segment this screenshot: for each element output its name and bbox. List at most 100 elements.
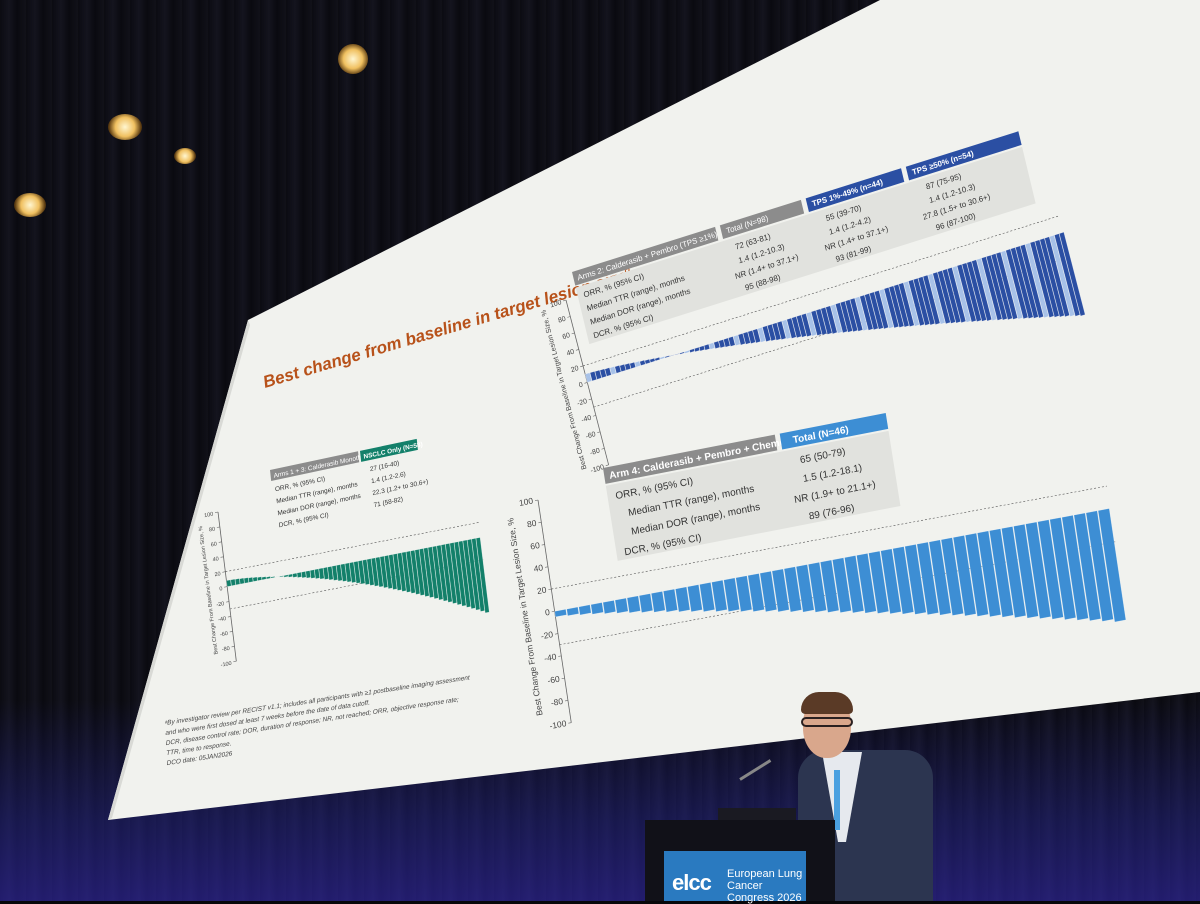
- waterfall-bar: [844, 555, 864, 614]
- waterfall-bar: [664, 355, 670, 358]
- waterfall-bar: [1037, 519, 1064, 620]
- waterfall-bar: [1025, 242, 1049, 318]
- waterfall-bar: [599, 368, 607, 378]
- tr-col-header-bg: [805, 168, 905, 212]
- waterfall-bar: [708, 342, 715, 350]
- y-tick: [554, 633, 559, 635]
- y-tick-label: -60: [585, 431, 596, 441]
- waterfall-bar: [977, 530, 1002, 617]
- waterfall-bar: [728, 336, 736, 347]
- ceiling-spotlight: [174, 148, 196, 164]
- waterfall-bar: [689, 348, 695, 353]
- waterfall-bar: [410, 550, 421, 595]
- y-tick-label: 60: [211, 541, 218, 548]
- reference-line: [225, 522, 479, 572]
- waterfall-bar: [869, 291, 884, 330]
- y-tick: [558, 655, 562, 657]
- waterfall-bar: [288, 573, 293, 578]
- y-tick-label: 20: [570, 365, 579, 374]
- y-tick-label: 100: [204, 511, 214, 519]
- waterfall-bar: [401, 551, 411, 593]
- waterfall-bar: [786, 317, 797, 339]
- waterfall-bar: [392, 553, 402, 591]
- waterfall-bar: [388, 554, 398, 590]
- waterfall-bar: [349, 561, 356, 583]
- waterfall-bar: [471, 538, 485, 612]
- waterfall-bar: [467, 539, 481, 611]
- y-tick-label: 100: [518, 495, 534, 508]
- y-tick-label: -60: [547, 674, 561, 686]
- ceiling-spotlight: [108, 114, 142, 140]
- waterfall-bar: [796, 314, 807, 338]
- waterfall-bar: [928, 539, 952, 616]
- y-tick: [538, 521, 542, 524]
- y-tick-label: -20: [540, 629, 554, 641]
- waterfall-bar: [270, 576, 275, 579]
- waterfall-bar: [771, 568, 790, 612]
- waterfall-bar: [815, 308, 827, 336]
- waterfall-bar: [578, 604, 592, 616]
- waterfall-bar: [776, 321, 787, 340]
- waterfall-bar: [1054, 233, 1081, 317]
- waterfall-bar: [1085, 510, 1114, 622]
- y-tick: [584, 382, 588, 384]
- waterfall-bar: [747, 330, 756, 344]
- waterfall-bar: [762, 325, 771, 342]
- waterfall-bar: [248, 577, 254, 583]
- waterfall-bar: [796, 564, 815, 613]
- y-tick-label: 20: [536, 584, 547, 596]
- br-col-header-bg: [779, 413, 889, 450]
- reference-line: [229, 559, 484, 610]
- waterfall-bar: [733, 334, 741, 346]
- waterfall-bar: [1020, 244, 1044, 319]
- y-tick-label: 0: [544, 607, 550, 618]
- podium-logo: elcc: [672, 870, 712, 895]
- waterfall-bar: [427, 546, 439, 599]
- waterfall-bar: [1061, 515, 1089, 621]
- waterfall-bar: [976, 258, 997, 321]
- left-row-value: 27 (16-40): [370, 460, 400, 473]
- waterfall-bar: [604, 367, 612, 377]
- waterfall-bar: [614, 365, 622, 374]
- waterfall-bar: [414, 549, 425, 596]
- footnotes: ᵃBy investigator review per RECIST v1.1;…: [165, 674, 471, 767]
- left-panel-col-header-bg: [359, 438, 418, 462]
- waterfall-bar: [1059, 232, 1086, 317]
- y-tick: [592, 415, 596, 417]
- waterfall-bar: [981, 256, 1003, 321]
- y-tick: [220, 556, 224, 558]
- y-tick-label: -20: [577, 398, 588, 408]
- waterfall-bar: [1025, 521, 1052, 619]
- waterfall-bar: [845, 299, 858, 332]
- waterfall-bar: [820, 307, 833, 335]
- waterfall-bar: [266, 576, 271, 580]
- waterfall-bar: [723, 337, 731, 348]
- y-tick: [224, 586, 228, 588]
- waterfall-bar: [699, 582, 715, 612]
- tr-col-header-bg: [719, 199, 805, 240]
- waterfall-bar: [956, 264, 977, 323]
- waterfall-bar: [318, 567, 325, 580]
- waterfall-bar: [742, 331, 751, 345]
- waterfall-bar: [811, 310, 822, 336]
- speaker-lanyard: [834, 770, 840, 830]
- waterfall-bar: [772, 322, 781, 341]
- y-tick-label: -80: [222, 646, 231, 653]
- podium-text: European Lung Cancer Congress 2026: [727, 868, 807, 904]
- y-tick-label: 60: [530, 540, 541, 552]
- y-tick-label: 80: [209, 526, 216, 533]
- waterfall-bar: [854, 296, 868, 331]
- waterfall-bar: [918, 276, 935, 326]
- left-panel-header-bg: [270, 451, 360, 481]
- waterfall-bar: [991, 253, 1013, 320]
- waterfall-bar: [820, 559, 840, 613]
- waterfall-bar: [445, 543, 457, 604]
- y-tick-label: -80: [589, 447, 600, 457]
- waterfall-bar: [840, 301, 853, 333]
- podium-screen: [664, 851, 806, 901]
- waterfall-bar: [590, 602, 604, 615]
- y-tick: [541, 544, 545, 546]
- waterfall-bar: [759, 571, 777, 612]
- y-tick: [535, 499, 539, 501]
- y-tick-label: -100: [220, 661, 232, 669]
